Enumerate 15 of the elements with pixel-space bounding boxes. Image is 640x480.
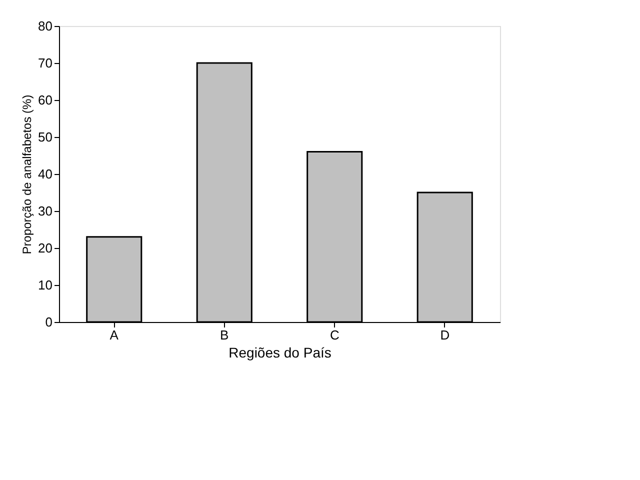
x-tick-label: B (220, 328, 229, 342)
y-tick-label: 10 (38, 278, 52, 292)
y-tick-label: 30 (38, 204, 52, 218)
y-tick-label: 60 (38, 92, 52, 108)
y-axis-title: Proporção de analfabetos (%) (20, 94, 34, 254)
y-tick-label: 70 (38, 56, 52, 70)
y-tick-label: 20 (38, 240, 52, 256)
y-tick-label: 80 (38, 18, 52, 34)
x-tick-label: D (440, 328, 450, 342)
y-tick-label: 50 (38, 130, 52, 144)
y-tick-label: 40 (38, 166, 52, 182)
x-tick-label: C (330, 328, 340, 342)
x-axis-title: Regiões do País (228, 344, 332, 360)
x-tick-label: A (110, 328, 119, 342)
y-tick-label: 0 (45, 314, 52, 330)
